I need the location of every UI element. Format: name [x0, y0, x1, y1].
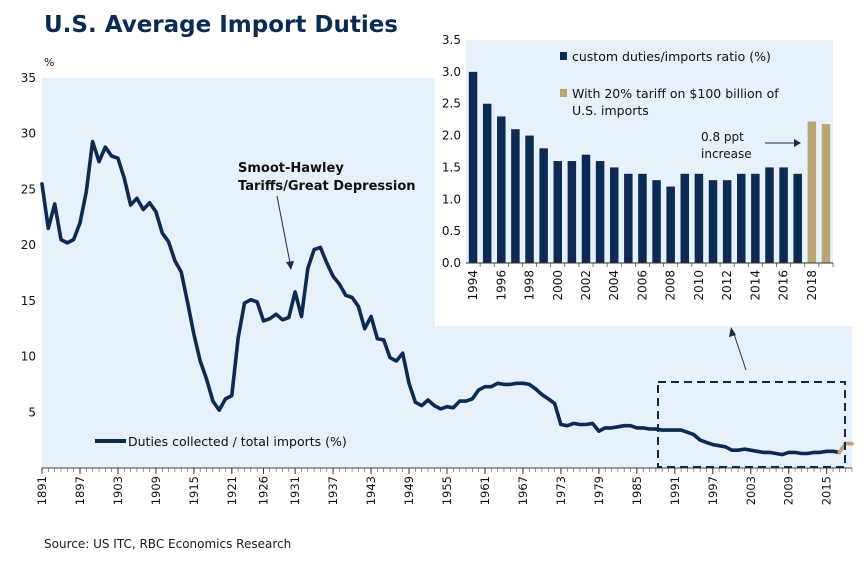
- x-tick-label: 1897: [73, 476, 87, 505]
- inset-x-tick-label: 2010: [692, 270, 706, 301]
- inset-x-tick-label: 1998: [523, 270, 537, 301]
- y-tick-label: 10: [21, 350, 36, 364]
- inset-legend-swatch-tariff: [560, 89, 567, 97]
- inset-y-tick-label: 1.5: [442, 160, 461, 174]
- x-tick-label: 2015: [820, 476, 834, 505]
- x-tick-label: 1926: [256, 476, 270, 505]
- inset-legend-swatch-duties: [560, 52, 567, 60]
- inset-annotation-ppt: 0.8 ppt: [701, 130, 744, 144]
- inset-bar-duties: [539, 148, 548, 263]
- y-axis-unit-label: %: [44, 56, 54, 69]
- x-tick-label: 1955: [440, 476, 454, 505]
- annotation-arrowhead: [286, 261, 294, 270]
- x-tick-label: 1915: [187, 476, 201, 505]
- x-tick-label: 1997: [706, 476, 720, 505]
- duties-line: [40, 139, 842, 457]
- x-tick-label: 1979: [592, 476, 606, 505]
- inset-y-tick-label: 1.0: [442, 192, 461, 206]
- inset-bar-duties: [793, 173, 802, 263]
- x-tick-label: 2009: [782, 476, 796, 505]
- x-tick-label: 1903: [111, 476, 125, 505]
- x-tick-label: 1985: [630, 476, 644, 505]
- inset-bar-duties: [624, 173, 633, 263]
- zoom-link-arrowhead: [729, 327, 736, 337]
- inset-y-tick-label: 2.0: [442, 129, 461, 143]
- inset-annotation-arrowhead: [794, 139, 801, 147]
- x-tick-label: 2003: [744, 476, 758, 505]
- inset-bar-duties: [497, 116, 506, 263]
- inset-x-tick-label: 2018: [805, 270, 819, 301]
- inset-bar-tariff: [807, 121, 817, 263]
- inset-bar-duties: [468, 71, 478, 263]
- inset-legend-label-tariff: With 20% tariff on $100 billion of: [572, 86, 779, 101]
- inset-annotation-increase: increase: [701, 147, 752, 161]
- zoom-link-line: [732, 330, 747, 371]
- y-tick-label: 20: [21, 238, 36, 252]
- inset-bar-tariff: [821, 124, 831, 263]
- inset-x-tick-label: 2000: [551, 270, 565, 301]
- inset-bar-duties: [680, 173, 690, 263]
- x-tick-label: 1991: [668, 476, 682, 505]
- inset-legend-label-duties: custom duties/imports ratio (%): [572, 49, 771, 64]
- inset-bar-duties: [722, 180, 732, 263]
- inset-bar-duties: [694, 173, 704, 263]
- inset-bar-duties: [666, 186, 675, 263]
- chart-title: U.S. Average Import Duties: [44, 12, 398, 38]
- x-tick-label: 1973: [554, 476, 568, 505]
- y-tick-label: 15: [21, 294, 36, 308]
- y-tick-label: 35: [21, 71, 36, 85]
- x-tick-label: 1931: [288, 476, 302, 505]
- source-note: Source: US ITC, RBC Economics Research: [44, 537, 292, 551]
- inset-y-tick-label: 0.0: [442, 256, 461, 270]
- inset-x-tick-label: 1996: [494, 270, 508, 301]
- y-tick-label: 30: [21, 127, 36, 141]
- annotation-arrow-line: [276, 195, 292, 269]
- inset-bar-duties: [525, 135, 534, 263]
- inset-x-tick-label: 2002: [579, 270, 593, 301]
- inset-x-tick-label: 2006: [635, 270, 649, 301]
- inset-bar-duties: [765, 167, 774, 263]
- inset-bar-duties: [638, 173, 647, 263]
- inset-bar-duties: [511, 129, 520, 263]
- inset-bar-duties: [609, 167, 619, 263]
- x-tick-label: 1891: [35, 476, 49, 505]
- inset-bar-duties: [751, 173, 760, 263]
- x-tick-label: 1921: [225, 476, 239, 505]
- zoom-region-box: [657, 381, 846, 468]
- inset-x-tick-label: 1994: [466, 270, 480, 301]
- inset-legend-label-tariff-cont: U.S. imports: [572, 103, 649, 118]
- inset-bar-duties: [581, 154, 591, 263]
- legend-label-duties: Duties collected / total imports (%): [128, 434, 347, 449]
- y-tick-label: 5: [28, 405, 36, 419]
- inset-bar-duties: [482, 103, 492, 263]
- inset-bar-duties: [553, 161, 562, 263]
- x-tick-label: 1949: [402, 476, 416, 505]
- inset-bar-duties: [567, 161, 577, 263]
- x-tick-label: 1967: [516, 476, 530, 505]
- annotation-great-depression: Tariffs/Great Depression: [238, 179, 416, 194]
- inset-x-tick-label: 2014: [748, 270, 762, 301]
- inset-y-tick-label: 0.5: [442, 224, 461, 238]
- y-tick-label: 25: [21, 182, 36, 196]
- inset-x-tick-label: 2012: [720, 270, 734, 301]
- inset-bar-duties: [779, 167, 788, 263]
- x-tick-label: 1961: [478, 476, 492, 505]
- inset-x-tick-label: 2016: [777, 270, 791, 301]
- inset-x-tick-label: 2004: [607, 270, 621, 301]
- inset-y-tick-label: 2.5: [442, 97, 461, 111]
- x-tick-label: 1909: [149, 476, 163, 505]
- inset-bar-duties: [595, 161, 605, 263]
- x-tick-label: 1943: [364, 476, 378, 505]
- inset-y-tick-label: 3.5: [442, 33, 461, 47]
- inset-bar-duties: [708, 180, 718, 263]
- x-tick-label: 1937: [326, 476, 340, 505]
- inset-bar-duties: [737, 173, 746, 263]
- inset-plot-area: [466, 40, 833, 263]
- inset-x-tick-label: 2008: [664, 270, 678, 301]
- inset-bar-duties: [652, 180, 661, 263]
- annotation-smoot-hawley: Smoot-Hawley: [238, 161, 344, 176]
- inset-y-tick-label: 3.0: [442, 65, 461, 79]
